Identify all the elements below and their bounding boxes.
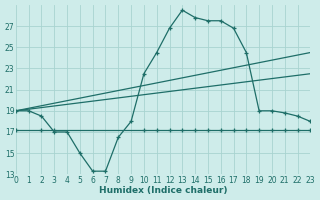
X-axis label: Humidex (Indice chaleur): Humidex (Indice chaleur) (99, 186, 227, 195)
